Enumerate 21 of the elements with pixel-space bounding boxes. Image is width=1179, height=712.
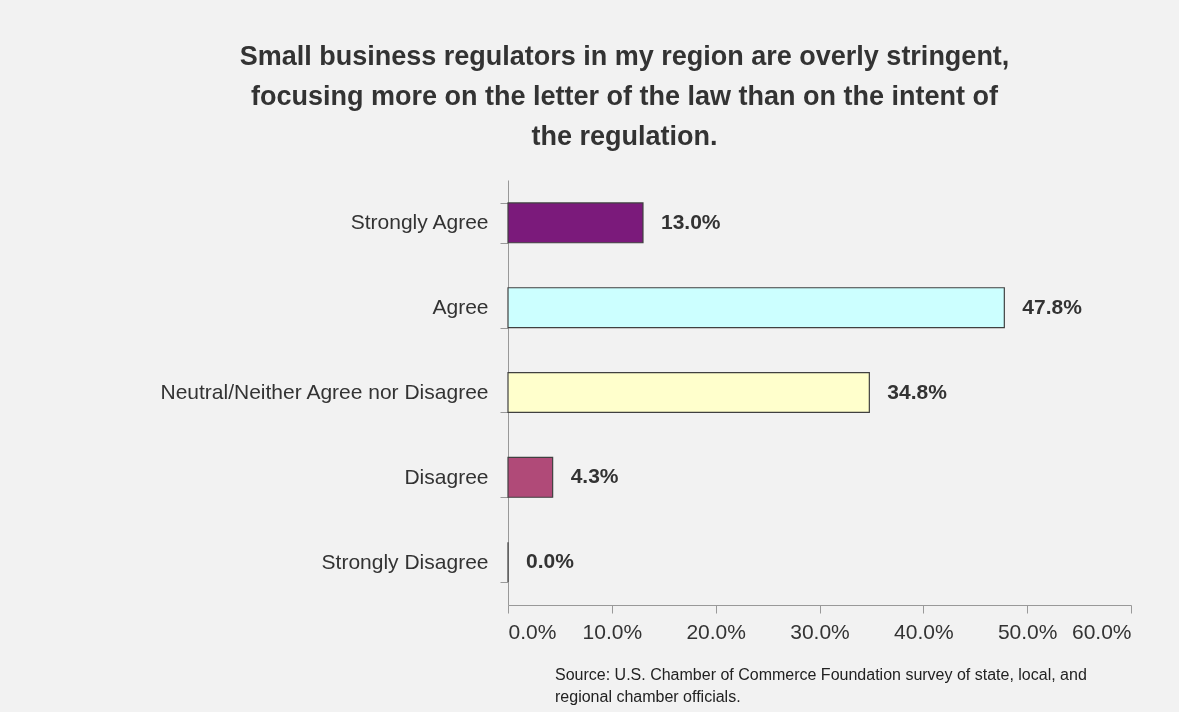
source-note: Source: U.S. Chamber of Commerce Foundation survey of state, local, and regional chamber officials. <box>555 666 1087 705</box>
x-tick-label: 0.0% <box>508 619 557 643</box>
y-tick-label: Agree <box>432 295 489 319</box>
data-label: 0.0% <box>526 549 575 573</box>
y-tick-label: Neutral/Neither Agree nor Disagree <box>160 380 489 403</box>
x-tick-label: 50.0% <box>997 619 1058 643</box>
x-tick-label: 60.0% <box>1071 619 1132 643</box>
data-label: 47.8% <box>1022 294 1083 318</box>
text: focusing more on the letter of the law than on the intent of <box>251 81 998 111</box>
y-tick-label: Strongly Agree <box>350 210 489 234</box>
x-tick-label: 40.0% <box>894 619 954 643</box>
text: Small business regulators in my region are overly stringent, <box>239 41 1010 71</box>
x-tick-label: 30.0% <box>790 619 850 643</box>
x-tick-label: 20.0% <box>686 619 746 643</box>
data-label: 34.8% <box>887 379 948 403</box>
x-tick-label: 10.0% <box>582 619 643 643</box>
y-tick-label: Strongly Disagree <box>321 549 489 573</box>
y-tick-label: Disagree <box>404 464 489 488</box>
text: the regulation. <box>531 121 718 151</box>
data-label: 13.0% <box>660 209 721 233</box>
data-label: 4.3% <box>570 464 619 488</box>
